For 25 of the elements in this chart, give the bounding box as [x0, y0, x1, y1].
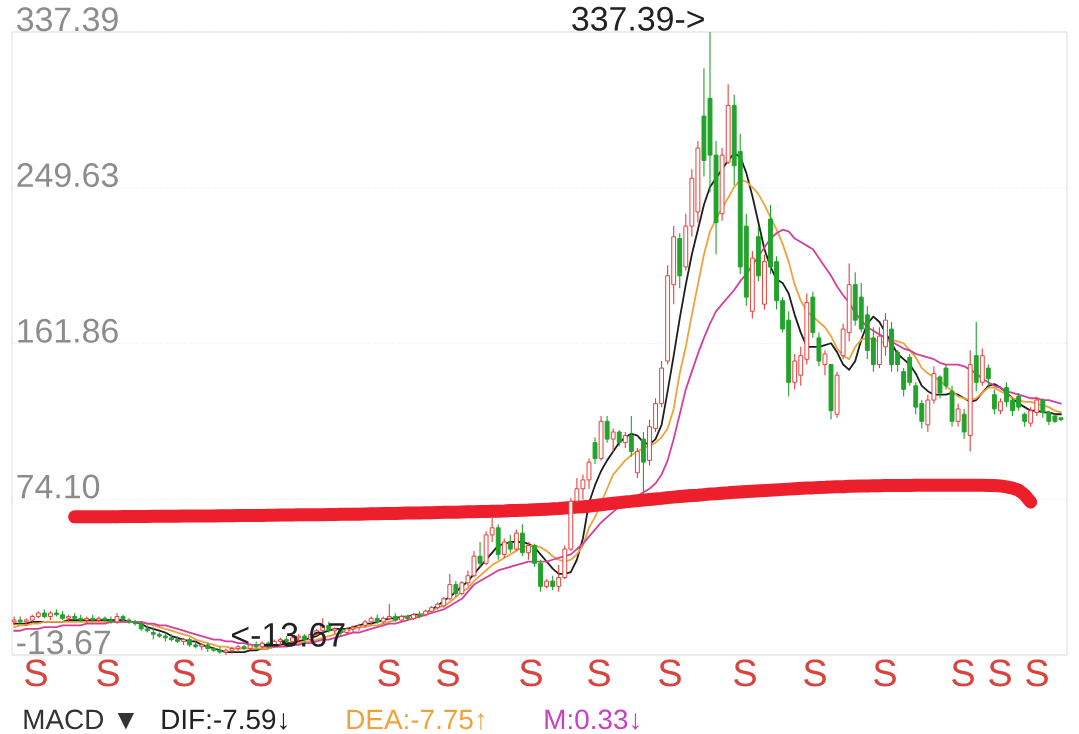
text: S	[989, 659, 1011, 687]
text: M:0.33↓	[545, 709, 639, 730]
text: S	[25, 659, 47, 687]
text: S	[378, 659, 400, 687]
y-tick-label: 161.86	[18, 318, 118, 343]
text: DIF:-7.59↓	[162, 709, 287, 730]
y-tick-label: 249.63	[17, 163, 118, 188]
y-tick-label: 74.10	[17, 474, 100, 499]
text: S	[520, 659, 542, 687]
text: S	[874, 659, 896, 687]
text: DEA:-7.75↑	[347, 709, 485, 730]
text: S	[804, 659, 826, 687]
text: S	[588, 659, 610, 687]
text: S	[250, 659, 272, 687]
text: S	[734, 659, 756, 687]
text: S	[437, 659, 459, 687]
text: S	[1026, 659, 1048, 687]
text: 337.39->	[572, 6, 704, 31]
text: S	[173, 659, 195, 687]
text: S	[97, 659, 119, 687]
text: MACD ▼	[24, 709, 134, 730]
text: S	[952, 659, 974, 687]
text: S	[659, 659, 681, 687]
y-tick-label: 337.39	[17, 7, 118, 32]
y-tick-label: -13.67	[17, 630, 111, 655]
